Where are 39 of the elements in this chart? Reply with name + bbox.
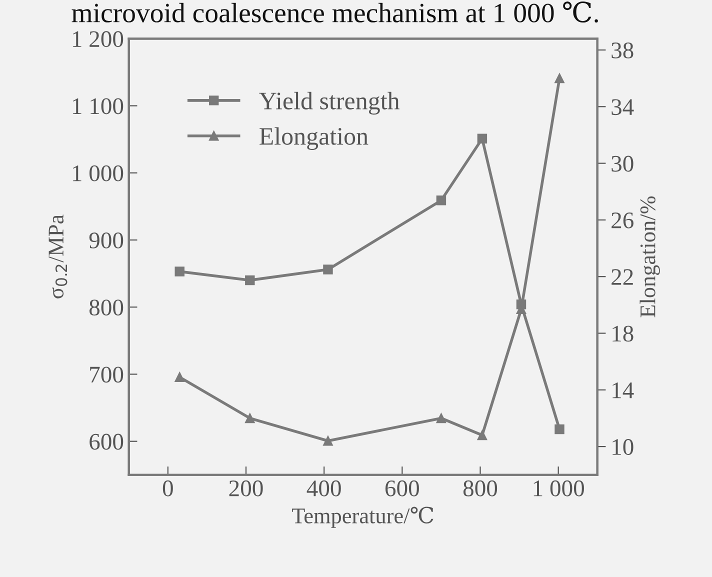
- y2-tick-label: 18: [612, 326, 634, 342]
- y2-tick-label: 34: [612, 99, 634, 116]
- point: [323, 436, 333, 446]
- point: [477, 430, 488, 440]
- x-tick-label: 1 000: [534, 480, 584, 496]
- x-tick-label: 600: [385, 480, 419, 496]
- point: [436, 413, 446, 424]
- y-tick-label: 1 100: [72, 98, 124, 114]
- x-axis-title: Temperature/℃: [292, 506, 434, 528]
- y2-tick-label: 26: [612, 212, 634, 228]
- y-tick-label: 1 200: [72, 31, 124, 48]
- x-tick-label: 200: [229, 480, 263, 496]
- y2-tick-label: 14: [612, 382, 634, 398]
- point: [174, 372, 184, 382]
- y2-tick-label: 10: [612, 439, 634, 455]
- legend-label: Elongation: [260, 127, 368, 150]
- y-tick-label: 1 000: [72, 165, 124, 182]
- point: [477, 134, 488, 144]
- y-tick-label: 800: [89, 300, 124, 316]
- y-tick-label: 600: [90, 434, 124, 450]
- point: [174, 266, 184, 276]
- y2-tick-label: 30: [612, 156, 634, 172]
- y-tick-label: 700: [90, 366, 124, 383]
- point: [245, 275, 255, 286]
- y-axis-title: σ$_{0.2}$/MPa: [48, 214, 68, 298]
- y-tick-label: 900: [89, 232, 124, 248]
- x-tick-label: 400: [306, 480, 341, 496]
- legend-label: Yield strength: [259, 92, 400, 115]
- y2-axis-title: Elongation/%: [640, 196, 660, 318]
- point: [554, 73, 564, 84]
- x-tick-label: 800: [463, 480, 498, 496]
- point: [436, 196, 446, 206]
- point: [323, 264, 333, 274]
- x-tick-label: 0: [162, 480, 173, 496]
- point: [245, 413, 255, 424]
- y2-tick-label: 22: [612, 269, 633, 285]
- y2-tick-label: 38: [612, 42, 634, 58]
- text: microvoid coalescence mechanism at 1 000 ℃.: [72, 2, 598, 23]
- point: [554, 424, 564, 434]
